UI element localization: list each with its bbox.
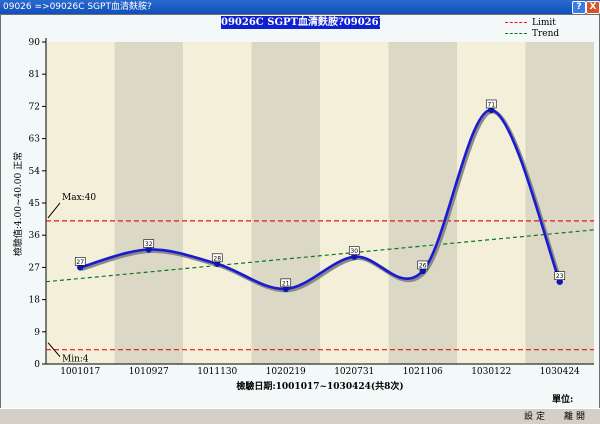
data-label-box — [143, 239, 155, 248]
min-limit-label: Min:4 — [62, 355, 89, 365]
data-label-box — [485, 99, 497, 109]
legend-limit-label: Limit — [532, 18, 556, 28]
unit-label: 單位: — [552, 395, 574, 405]
x-tick-label: 1011130 — [197, 367, 237, 377]
data-label: 32 — [145, 241, 153, 248]
data-point — [282, 285, 289, 293]
data-label: 26 — [419, 262, 427, 269]
trend-line — [45, 229, 595, 283]
data-label-box — [280, 278, 292, 288]
y-axis-label: 檢驗值:4.00~40.00 正常 — [14, 151, 24, 257]
x-tick-label: 1021106 — [403, 367, 443, 377]
plot-band — [183, 42, 252, 364]
legend-trend-swatch — [505, 33, 527, 34]
data-label: 27 — [76, 259, 84, 266]
data-point — [419, 267, 426, 275]
data-label: 71 — [487, 101, 495, 108]
y-tick-label: 0 — [34, 360, 40, 370]
data-point — [145, 246, 152, 253]
y-tick-label: 45 — [29, 199, 41, 209]
x-tick-label: 1020219 — [266, 367, 306, 377]
data-point — [214, 260, 221, 268]
legend-limit: Limit — [505, 18, 556, 28]
chart-title: 09026C SGPT血清麩胺?09026) — [221, 16, 380, 29]
x-tick-label: 1010927 — [129, 367, 169, 377]
max-limit-arrow — [47, 202, 61, 219]
plot-band — [251, 42, 320, 364]
plot-band — [114, 42, 183, 364]
plot-band — [320, 42, 389, 364]
y-tick-label: 18 — [29, 296, 41, 306]
y-tick-label: 36 — [29, 231, 41, 241]
legend-trend-label: Trend — [532, 29, 560, 39]
x-tick-label: 1030424 — [540, 367, 580, 377]
window-titlebar: 09026 =>09026C SGPT血清麩胺? ? X — [0, 0, 600, 14]
data-label: 28 — [213, 255, 221, 262]
plot-band — [46, 42, 115, 364]
y-tick-label: 54 — [29, 167, 41, 177]
data-label: 23 — [556, 273, 564, 280]
x-tick-label: 1020731 — [334, 367, 374, 377]
max-limit-label: Max:40 — [62, 193, 96, 203]
x-tick-label: 1001017 — [60, 367, 100, 377]
x-axis-label: 檢驗日期:1001017~1030424(共8次) — [236, 382, 404, 392]
data-label: 30 — [350, 248, 358, 255]
settings-button[interactable]: 設定 — [524, 412, 549, 422]
data-label-box — [211, 253, 223, 263]
y-tick-label: 72 — [29, 102, 40, 112]
y-tick-label: 81 — [29, 70, 40, 80]
y-tick-label: 90 — [29, 38, 41, 48]
leave-button[interactable]: 離開 — [564, 412, 589, 422]
data-point — [488, 106, 495, 114]
y-tick-label: 27 — [29, 263, 41, 273]
min-limit-arrow — [47, 342, 61, 358]
data-point — [351, 253, 358, 260]
data-label: 21 — [282, 280, 290, 287]
close-button[interactable]: X — [586, 1, 600, 14]
data-label-box — [554, 271, 566, 281]
status-bar: 設定 離開 — [0, 408, 600, 424]
x-tick-label: 1030122 — [471, 367, 511, 377]
data-point — [77, 264, 84, 271]
data-label-box — [74, 257, 86, 266]
data-point — [556, 278, 563, 285]
legend-limit-swatch — [505, 22, 527, 23]
y-tick-label: 63 — [29, 135, 41, 145]
plot-band — [388, 42, 457, 364]
legend-trend: Trend — [505, 29, 559, 39]
y-tick-label: 9 — [34, 328, 40, 338]
help-button[interactable]: ? — [572, 1, 586, 14]
data-label-box — [348, 246, 360, 255]
window-title: 09026 =>09026C SGPT血清麩胺? — [3, 2, 152, 12]
data-label-box — [417, 260, 429, 270]
plot-band — [457, 42, 526, 364]
